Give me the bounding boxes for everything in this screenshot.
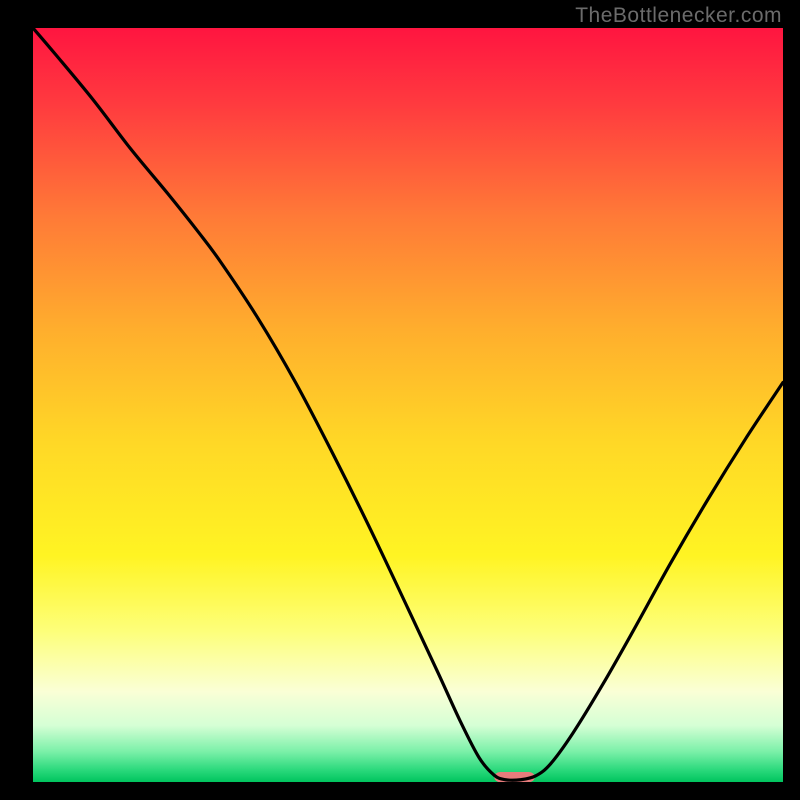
plot-area — [33, 28, 783, 782]
bottleneck-curve — [33, 28, 783, 780]
bottleneck-chart: TheBottlenecker.com — [0, 0, 800, 800]
curve-layer — [33, 28, 783, 782]
watermark-text: TheBottlenecker.com — [575, 4, 782, 28]
